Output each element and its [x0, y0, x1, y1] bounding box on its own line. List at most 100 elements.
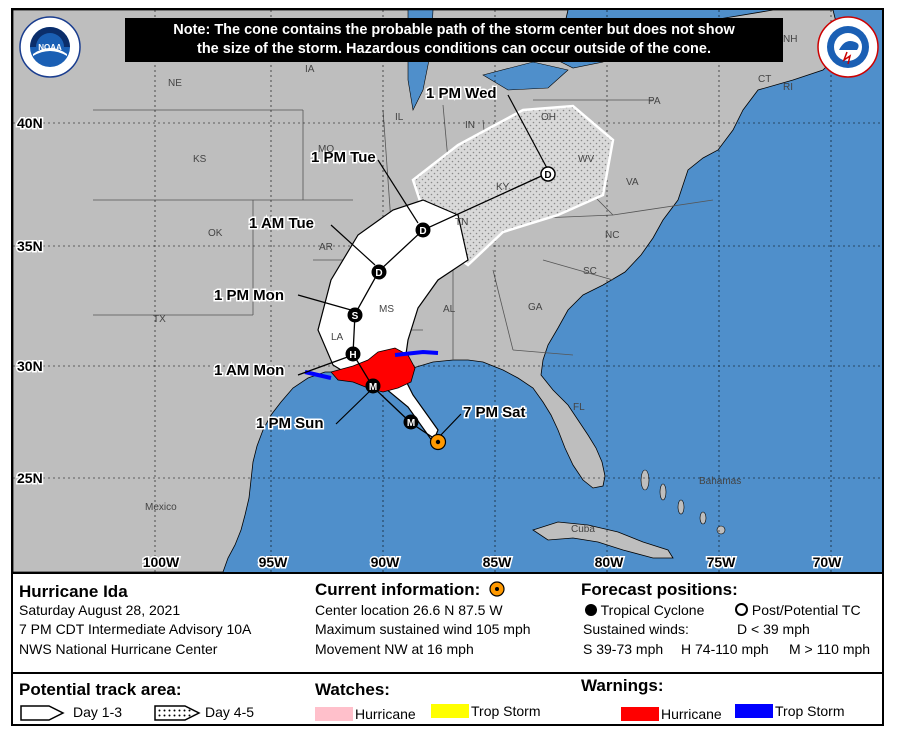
day45-label: Day 4-5	[205, 704, 255, 720]
trop-storm-warning-west	[304, 370, 332, 380]
watch-ts-label: Trop Storm	[471, 703, 541, 719]
center-location: Center location 26.6 N 87.5 W	[315, 602, 503, 618]
advisory-number: 7 PM CDT Intermediate Advisory 10A	[19, 621, 252, 637]
label-1pm-tue: 1 PM Tue	[311, 149, 376, 166]
place-label-bahamas: Bahamas	[699, 476, 741, 487]
lat-label-40n: 40N	[17, 115, 43, 131]
issuing-center: NWS National Hurricane Center	[19, 641, 218, 657]
track-point-1pm-mon: S	[347, 307, 363, 323]
track-point-1am-sun: M	[403, 414, 419, 430]
lon-label-70w: 70W	[813, 554, 843, 570]
current-position-legend-icon	[489, 581, 505, 597]
day13-label: Day 1-3	[73, 704, 123, 720]
legend-divider	[13, 672, 882, 674]
lon-label-95w: 95W	[259, 554, 289, 570]
tropical-cyclone-label: Tropical Cyclone	[600, 602, 705, 618]
forecast-track-line	[352, 172, 549, 442]
label-leader-lines	[297, 94, 549, 439]
hurricane-graphic-frame: D D D S H M M	[11, 8, 884, 726]
day13-cone-icon	[20, 705, 65, 721]
lon-label-85w: 85W	[483, 554, 513, 570]
state-label-oh: OH	[541, 112, 556, 123]
warnings-title: Warnings:	[581, 676, 664, 695]
cuba	[532, 521, 674, 559]
state-label-tn: TN	[455, 217, 468, 228]
state-label-la: LA	[331, 332, 344, 343]
place-label-cuba: Cuba	[571, 524, 595, 535]
state-label-nc: NC	[605, 230, 619, 241]
svg-text:M: M	[369, 382, 377, 393]
svg-text:H: H	[349, 350, 356, 361]
state-label-ct: CT	[758, 74, 771, 85]
track-point-1pm-sun: M	[365, 378, 381, 394]
forecast-positions-title: Forecast positions:	[581, 580, 738, 599]
s-wind-key: S 39-73 mph	[583, 641, 664, 657]
svg-text:D: D	[375, 268, 382, 279]
d-wind-key: D < 39 mph	[737, 621, 810, 637]
note-line-1: Note: The cone contains the probable pat…	[173, 22, 735, 38]
state-label-ga: GA	[528, 302, 543, 313]
warn-hurricane-swatch	[621, 707, 659, 721]
note-line-2: the size of the storm. Hazardous conditi…	[196, 41, 711, 57]
state-label-tx: TX	[153, 314, 166, 325]
svg-text:M: M	[407, 418, 415, 429]
svg-text:D: D	[544, 170, 551, 181]
label-1pm-mon: 1 PM Mon	[214, 287, 284, 304]
trop-storm-warning-east	[394, 349, 439, 357]
filled-circle-icon	[585, 604, 597, 616]
nws-logo	[817, 16, 879, 78]
warn-ts-label: Trop Storm	[775, 703, 845, 719]
day45-cone-icon	[154, 705, 201, 721]
map: D D D S H M M	[13, 10, 882, 572]
current-info-title: Current information:	[315, 580, 505, 600]
state-label-ky: KY	[496, 182, 510, 193]
track-point-1pm-wed: D	[540, 166, 556, 182]
label-1am-tue: 1 AM Tue	[249, 215, 314, 232]
track-area-title: Potential track area:	[19, 680, 182, 699]
watches-title: Watches:	[315, 680, 390, 699]
state-label-in: IN	[465, 120, 475, 131]
label-1am-mon: 1 AM Mon	[214, 362, 284, 379]
state-label-nh: NH	[783, 34, 797, 45]
state-label-ms: MS	[379, 304, 394, 315]
state-label-wv: WV	[578, 154, 594, 165]
svg-text:D: D	[419, 226, 426, 237]
state-label-mo: MO	[318, 144, 334, 155]
cone-note-banner: Note: The cone contains the probable pat…	[125, 18, 783, 62]
state-label-ne: NE	[168, 78, 182, 89]
sustained-winds-label: Sustained winds:	[583, 621, 689, 637]
warn-ts-swatch	[735, 704, 773, 718]
lon-label-90w: 90W	[371, 554, 401, 570]
track-points: D D D S H M M	[345, 166, 556, 451]
lon-label-75w: 75W	[707, 554, 737, 570]
post-potential-label: Post/Potential TC	[751, 602, 861, 618]
state-label-ri: RI	[783, 82, 793, 93]
state-label-va: VA	[626, 177, 639, 188]
lat-label-25n: 25N	[17, 470, 43, 486]
state-label-ia: IA	[305, 64, 315, 75]
open-circle-icon	[735, 603, 748, 616]
m-wind-key: M > 110 mph	[789, 641, 871, 657]
current-position-marker	[429, 433, 447, 451]
state-label-ar: AR	[319, 242, 333, 253]
lon-label-80w: 80W	[595, 554, 625, 570]
hurricane-warning-area	[330, 347, 416, 393]
track-point-1am-mon: H	[345, 346, 361, 362]
current-info-title-text: Current information:	[315, 580, 481, 599]
state-label-al: AL	[443, 304, 456, 315]
watch-hurricane-swatch	[315, 707, 353, 721]
legend-panel: Hurricane Ida Saturday August 28, 2021 7…	[13, 572, 882, 724]
h-wind-key: H 74-110 mph	[681, 641, 769, 657]
state-label-pa: PA	[648, 96, 661, 107]
label-1pm-wed: 1 PM Wed	[426, 85, 497, 102]
label-1pm-sun: 1 PM Sun	[256, 415, 324, 432]
state-label-fl: FL	[573, 402, 585, 413]
lon-label-100w: 100W	[143, 554, 180, 570]
place-label-mexico: Mexico	[145, 502, 177, 513]
state-label-ok: OK	[208, 228, 223, 239]
state-label-sc: SC	[583, 266, 597, 277]
storm-name: Hurricane Ida	[19, 582, 128, 601]
lat-label-30n: 30N	[17, 358, 43, 374]
lat-label-35n: 35N	[17, 238, 43, 254]
watch-ts-swatch	[431, 704, 469, 718]
